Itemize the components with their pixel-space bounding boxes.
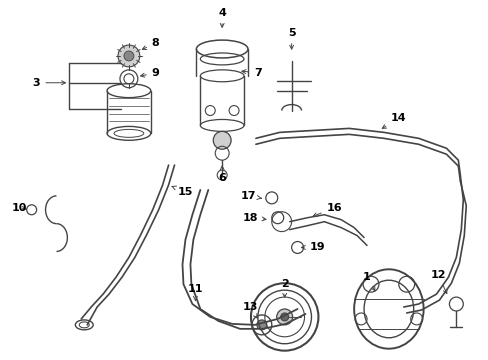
Circle shape	[118, 45, 140, 67]
Text: 17: 17	[240, 191, 261, 201]
Circle shape	[256, 320, 266, 330]
Text: 8: 8	[142, 38, 159, 49]
Text: 14: 14	[382, 113, 406, 129]
Text: 9: 9	[141, 68, 159, 78]
Text: 11: 11	[187, 284, 203, 300]
Text: 2: 2	[280, 279, 288, 297]
Text: 13: 13	[242, 302, 257, 318]
Circle shape	[123, 51, 134, 61]
Text: 4: 4	[218, 8, 225, 27]
Text: 3: 3	[33, 78, 65, 88]
Circle shape	[213, 131, 231, 149]
Text: 6: 6	[218, 166, 225, 183]
Circle shape	[276, 309, 292, 325]
Text: 16: 16	[312, 203, 342, 217]
Text: 5: 5	[287, 28, 295, 49]
Text: 15: 15	[172, 186, 193, 197]
Text: 12: 12	[430, 270, 446, 293]
Text: 7: 7	[242, 68, 261, 78]
Text: 18: 18	[242, 213, 265, 223]
Circle shape	[280, 313, 288, 321]
Text: 19: 19	[301, 243, 325, 252]
Text: 1: 1	[363, 272, 374, 291]
Text: 10: 10	[12, 203, 27, 213]
